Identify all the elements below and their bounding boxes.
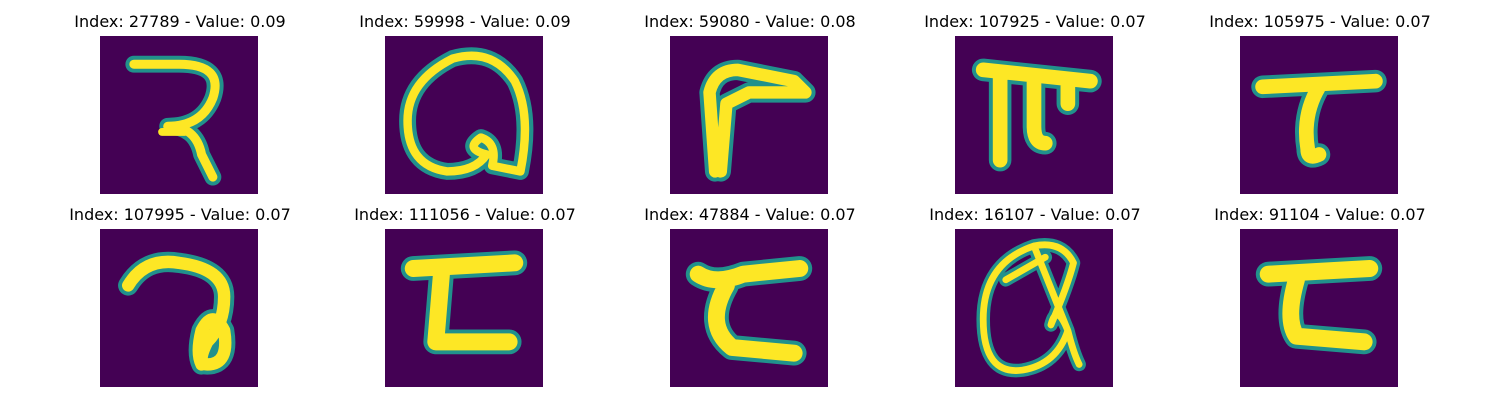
- glyph-image: [385, 36, 543, 194]
- glyph-image: [955, 36, 1113, 194]
- panel-9: Index: 16107 - Value: 0.07: [885, 205, 1185, 387]
- glyph-svg: [400, 250, 528, 355]
- panel-title: Index: 105975 - Value: 0.07: [1209, 12, 1431, 31]
- glyph-svg: [399, 47, 534, 180]
- glyph-image: [1240, 36, 1398, 194]
- glyph-svg: [685, 256, 813, 366]
- glyph-image: [1240, 229, 1398, 387]
- glyph-svg: [699, 59, 816, 182]
- glyph-svg: [1255, 256, 1383, 355]
- glyph-image: [955, 229, 1113, 387]
- glyph-image: [670, 229, 828, 387]
- panel-title: Index: 107995 - Value: 0.07: [69, 205, 291, 224]
- panel-10: Index: 91104 - Value: 0.07: [1170, 205, 1470, 387]
- panel-title: Index: 59998 - Value: 0.09: [359, 12, 571, 31]
- glyph-svg: [976, 238, 1086, 378]
- glyph-image: [100, 36, 258, 194]
- glyph-svg: [118, 251, 236, 375]
- panel-title: Index: 27789 - Value: 0.09: [74, 12, 286, 31]
- panel-7: Index: 111056 - Value: 0.07: [315, 205, 615, 387]
- panel-title: Index: 111056 - Value: 0.07: [354, 205, 576, 224]
- glyph-svg: [125, 55, 224, 186]
- panel-2: Index: 59998 - Value: 0.09: [315, 12, 615, 194]
- panel-title: Index: 107925 - Value: 0.07: [924, 12, 1146, 31]
- panel-6: Index: 107995 - Value: 0.07: [30, 205, 330, 387]
- glyph-svg: [1251, 69, 1387, 168]
- panel-title: Index: 16107 - Value: 0.07: [929, 205, 1141, 224]
- glyph-image: [100, 229, 258, 387]
- glyph-image: [670, 36, 828, 194]
- glyph-svg: [971, 58, 1102, 172]
- panel-4: Index: 107925 - Value: 0.07: [885, 12, 1185, 194]
- glyph-image: [385, 229, 543, 387]
- panel-title: Index: 47884 - Value: 0.07: [644, 205, 856, 224]
- panel-8: Index: 47884 - Value: 0.07: [600, 205, 900, 387]
- panel-5: Index: 105975 - Value: 0.07: [1170, 12, 1470, 194]
- panel-title: Index: 59080 - Value: 0.08: [644, 12, 856, 31]
- panel-3: Index: 59080 - Value: 0.08: [600, 12, 900, 194]
- panel-1: Index: 27789 - Value: 0.09: [30, 12, 330, 194]
- panel-title: Index: 91104 - Value: 0.07: [1214, 205, 1426, 224]
